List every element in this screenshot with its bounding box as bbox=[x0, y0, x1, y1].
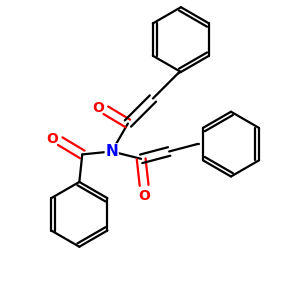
Text: O: O bbox=[92, 101, 104, 115]
Text: O: O bbox=[46, 132, 58, 146]
Text: N: N bbox=[105, 144, 118, 159]
Text: O: O bbox=[138, 189, 150, 202]
